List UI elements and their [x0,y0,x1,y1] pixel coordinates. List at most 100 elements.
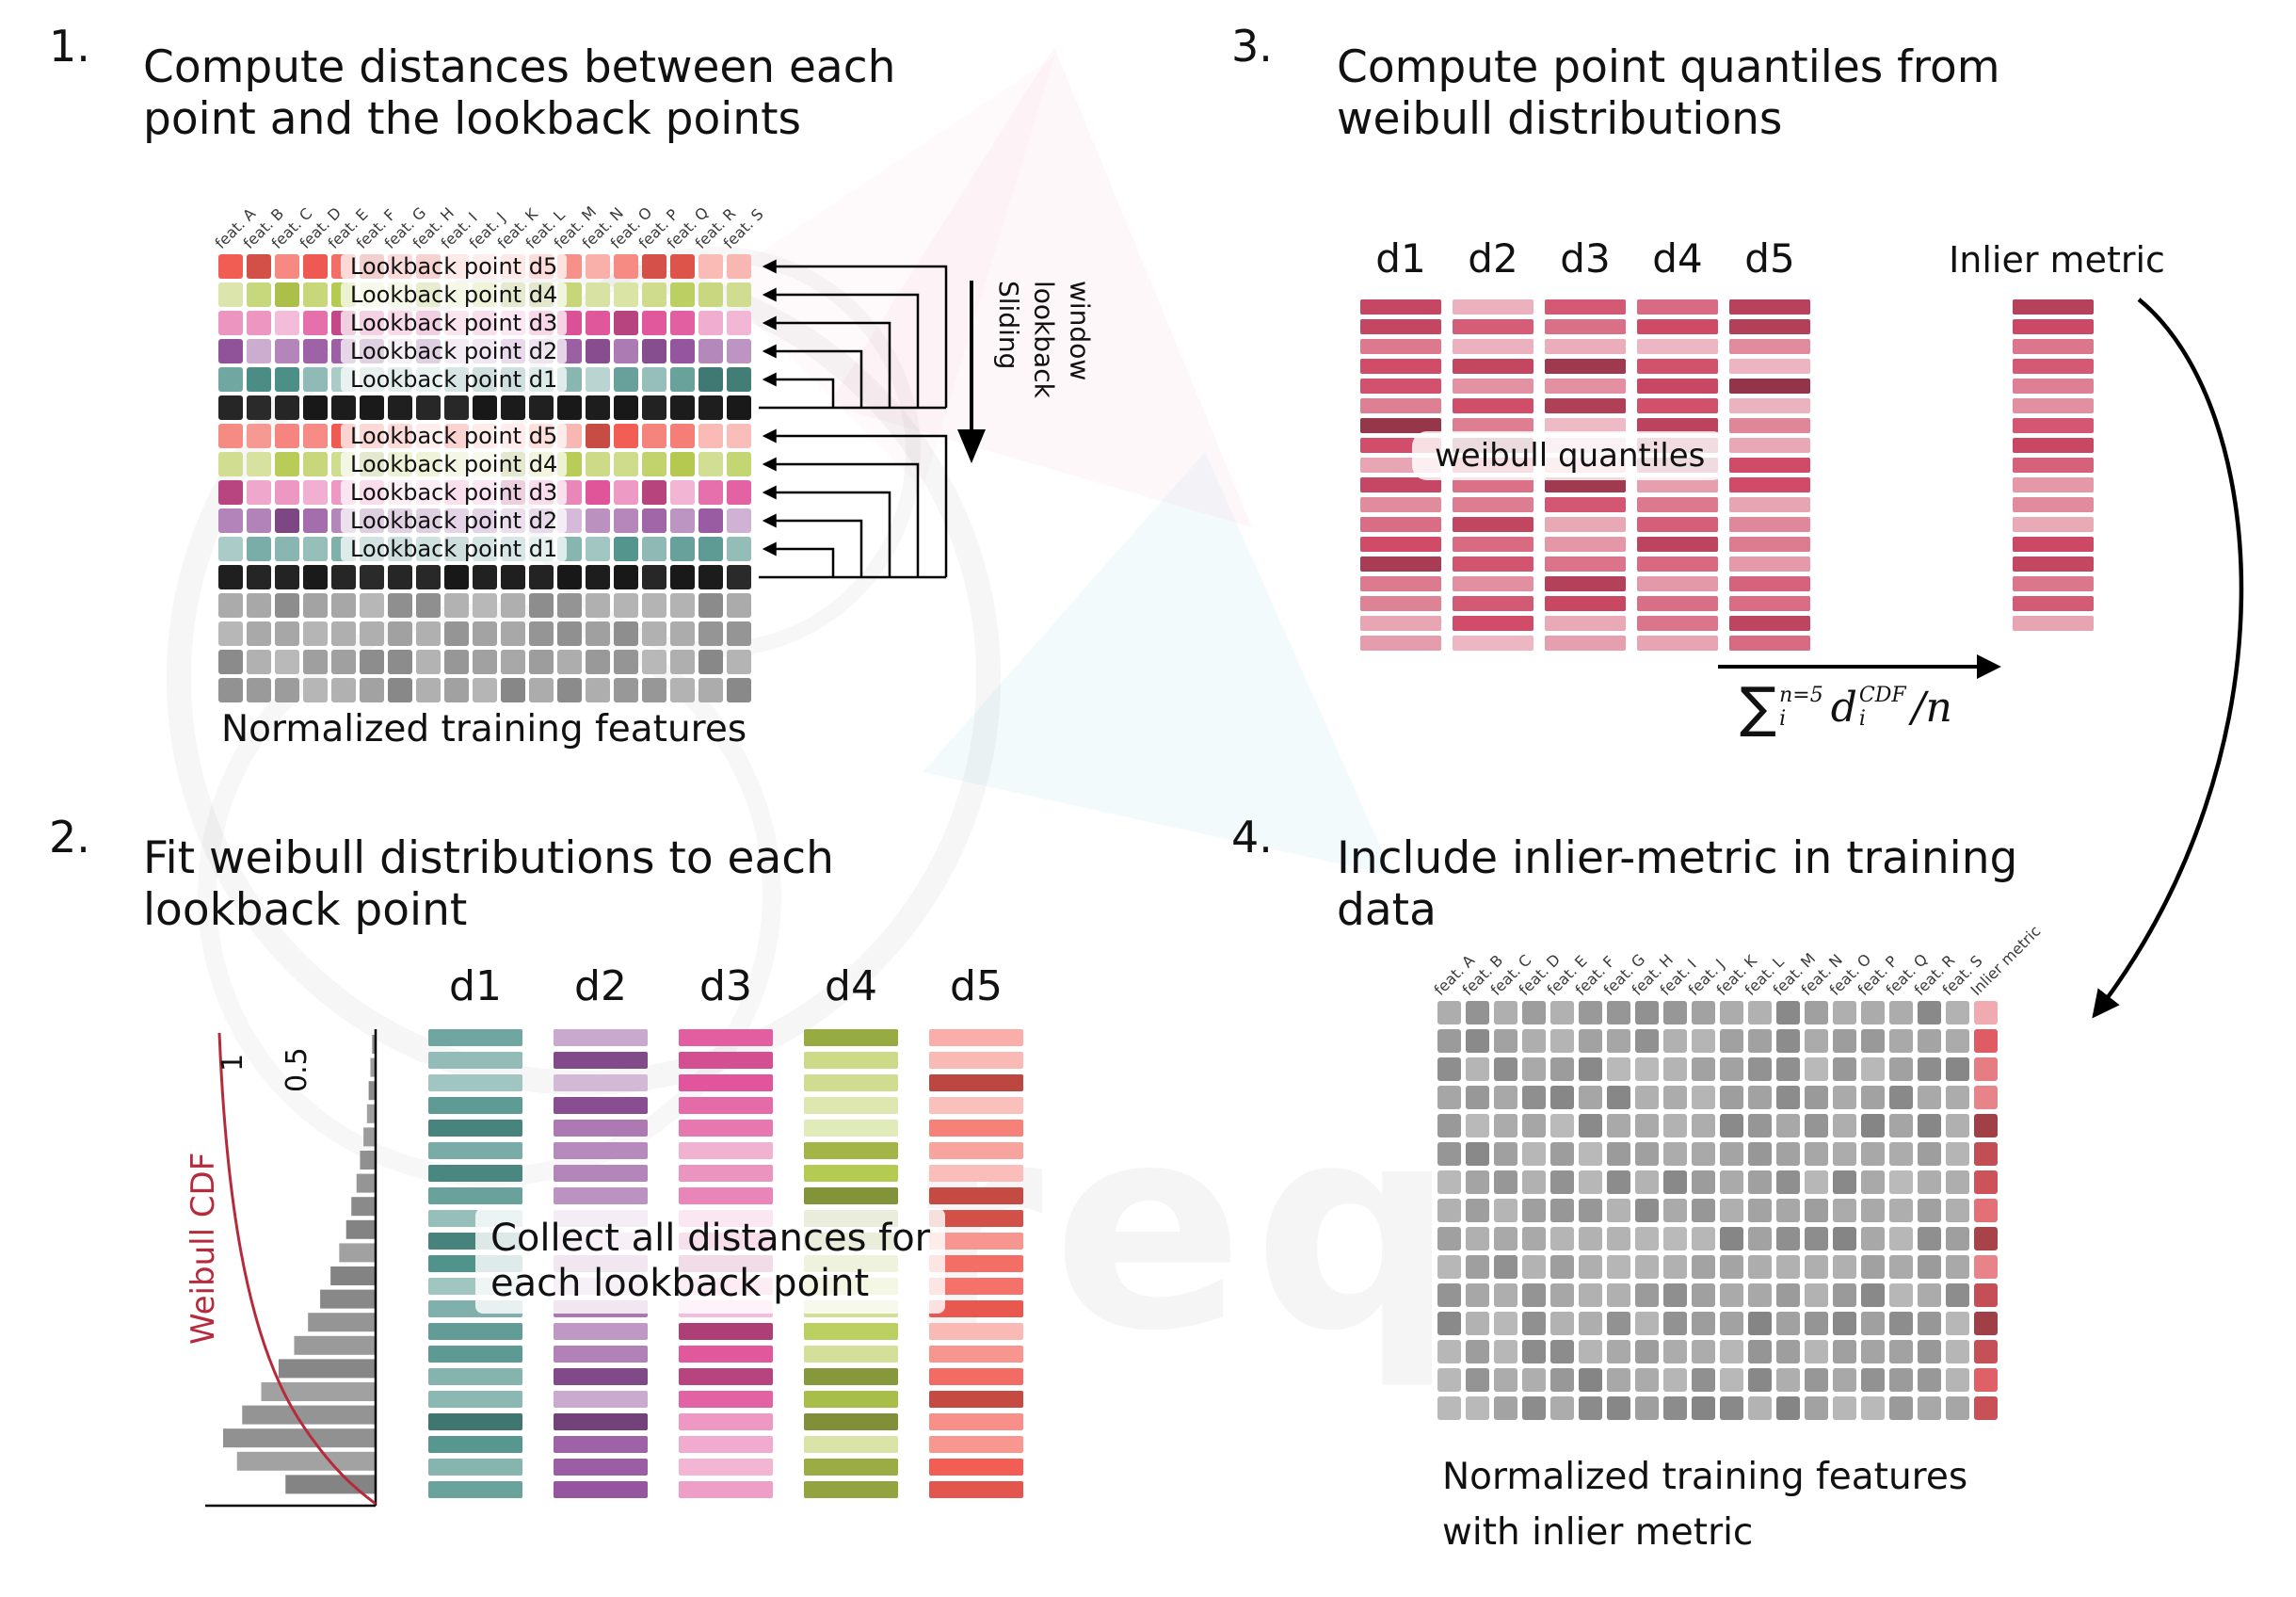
feature-cell [1550,1114,1574,1137]
feature-cell [416,254,441,279]
distance-bar [679,1120,773,1137]
feature-cell [1833,1029,1856,1053]
feature-cell [218,395,243,420]
feature-cell [501,621,525,646]
feature-cell [586,282,610,307]
feature-cell [1805,1057,1828,1081]
distance-arrow [762,287,920,408]
feature-cell [1437,1057,1461,1081]
quantile-bar [1545,359,1626,374]
quantile-bar [1637,477,1718,492]
feature-cell [586,311,610,335]
sliding-label-line3: window [1064,281,1096,381]
inlier-cell [1974,1199,1998,1222]
quantile-bar [1360,398,1441,413]
feature-cell [1466,1001,1489,1024]
distance-bar [428,1346,522,1363]
panel4-caption-line2: with inlier metric [1442,1510,1754,1554]
feature-cell [670,621,695,646]
feature-cell [1861,1368,1885,1392]
feature-cell [303,311,328,335]
feature-cell [1918,1001,1941,1024]
quantile-bar [1637,359,1718,374]
feature-cell [1833,1001,1856,1024]
feature-cell [1692,1029,1715,1053]
feature-cell [1579,1057,1602,1081]
feature-cell [444,395,469,420]
feature-cell [1494,1340,1517,1363]
inlier-metric-bar [2013,616,2094,631]
distance-bar [929,1413,1023,1430]
feature-cell [1663,1368,1687,1392]
feature-cell [1522,1227,1546,1250]
feature-cell [642,311,666,335]
feature-cell [1776,1227,1800,1250]
feature-cell [360,311,384,335]
feature-cell [416,508,441,533]
feature-cell [218,254,243,279]
feature-cell [1663,1312,1687,1335]
feature-cell [247,367,271,392]
feature-cell [1720,1142,1743,1166]
feature-cell [586,480,610,505]
feature-cell [614,311,638,335]
feature-cell [1522,1199,1546,1222]
feature-cell [1494,1283,1517,1307]
feature-cell [1918,1170,1941,1194]
feature-cell [1861,1340,1885,1363]
step-4-title: Include inlier-metric in training data [1337,832,2017,937]
quantile-bar [1360,517,1441,532]
feature-cell [698,593,723,618]
quantile-bar [1729,379,1810,394]
feature-cell [1437,1029,1461,1053]
feature-cell [1550,1340,1574,1363]
feature-cell [247,480,271,505]
feature-cell [1805,1340,1828,1363]
feature-cell [1918,1396,1941,1420]
quantile-bar [1545,477,1626,492]
quantile-bar [1637,497,1718,512]
collect-overlay-line1: Collect all distances for [490,1217,931,1260]
feature-cell [529,452,554,476]
quantile-bar [1360,616,1441,631]
quantile-bar [1545,537,1626,552]
quantile-bar [1637,517,1718,532]
feature-cell [698,650,723,674]
feature-cell [557,678,582,702]
feature-cell [642,395,666,420]
feature-cell [275,593,299,618]
distance-bar [428,1074,522,1091]
distance-bar [804,1346,898,1363]
distance-bar [554,1187,648,1204]
feature-cell [1550,1001,1574,1024]
distance-bar [554,1165,648,1182]
distance-bar [804,1165,898,1182]
column-label-d3: d3 [699,962,752,1010]
feature-cell [557,311,582,335]
distance-bar [554,1052,648,1069]
feature-cell [1522,1312,1546,1335]
feature-cell [1550,1368,1574,1392]
feature-cell [1861,1142,1885,1166]
feature-cell [416,367,441,392]
feature-cell [501,254,525,279]
feature-cell [1805,1199,1828,1222]
feature-cell [1861,1255,1885,1279]
feature-cell [247,621,271,646]
distance-bar [929,1255,1023,1272]
quantile-bar [1637,379,1718,394]
feature-cell [501,452,525,476]
column-label-d2: d2 [574,962,627,1010]
feature-cell [1776,1057,1800,1081]
feature-cell [473,339,497,363]
feature-cell [642,650,666,674]
feature-cell [1494,1312,1517,1335]
feature-cell [1889,1086,1913,1109]
feature-cell [275,339,299,363]
feature-cell [670,650,695,674]
feature-cell [614,621,638,646]
feature-cell [303,678,328,702]
quantile-bar [1545,636,1626,651]
distance-bar [428,1391,522,1408]
step-1-number: 1. [49,21,90,72]
